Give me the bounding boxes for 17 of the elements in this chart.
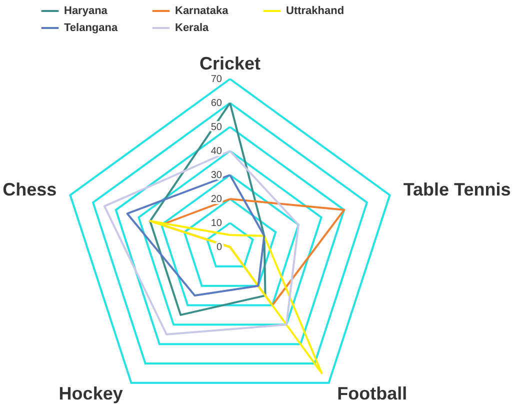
legend-label: Uttrakhand bbox=[286, 5, 344, 17]
y-tick-label: 60 bbox=[210, 98, 222, 109]
spoke-label: Cricket bbox=[199, 54, 261, 74]
y-tick-label: 30 bbox=[210, 170, 222, 181]
spoke-label: Football bbox=[337, 383, 408, 404]
y-tick-label: 0 bbox=[216, 242, 222, 253]
y-tick-label: 20 bbox=[210, 194, 222, 205]
legend-label: Karnataka bbox=[175, 5, 230, 17]
spoke-label: Hockey bbox=[58, 383, 123, 404]
legend-label: Telangana bbox=[64, 22, 118, 34]
legend-label: Haryana bbox=[64, 5, 108, 17]
legend-label: Kerala bbox=[175, 22, 210, 34]
y-tick-label: 70 bbox=[210, 74, 222, 85]
spoke-label: Table Tennis bbox=[403, 180, 511, 200]
y-tick-label: 40 bbox=[210, 146, 222, 157]
spoke-label: Chess bbox=[2, 180, 57, 200]
y-tick-label: 10 bbox=[210, 218, 222, 229]
